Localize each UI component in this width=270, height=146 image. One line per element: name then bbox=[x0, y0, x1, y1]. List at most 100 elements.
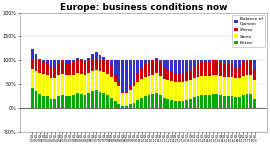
Bar bbox=[38, 73, 41, 94]
Bar bbox=[155, 58, 158, 60]
Bar bbox=[151, 75, 154, 94]
Bar bbox=[238, 60, 241, 78]
Bar bbox=[234, 60, 237, 67]
Bar bbox=[234, 60, 237, 78]
Bar bbox=[129, 105, 131, 108]
Bar bbox=[133, 86, 135, 103]
Bar bbox=[110, 60, 113, 77]
Bar bbox=[193, 60, 196, 67]
Bar bbox=[76, 58, 79, 60]
Bar bbox=[189, 60, 192, 70]
Bar bbox=[102, 93, 105, 108]
Bar bbox=[204, 60, 207, 76]
Bar bbox=[69, 75, 71, 96]
Bar bbox=[144, 60, 147, 77]
Bar bbox=[242, 76, 245, 95]
Bar bbox=[178, 60, 181, 74]
Bar bbox=[136, 100, 139, 108]
Bar bbox=[167, 60, 169, 80]
Bar bbox=[178, 81, 181, 101]
Bar bbox=[80, 60, 83, 74]
Bar bbox=[110, 77, 113, 98]
Bar bbox=[174, 60, 177, 81]
Bar bbox=[31, 60, 34, 69]
Bar bbox=[193, 60, 196, 78]
Bar bbox=[155, 73, 158, 93]
Bar bbox=[234, 78, 237, 97]
Bar bbox=[215, 94, 218, 108]
Bar bbox=[185, 60, 188, 81]
Bar bbox=[72, 60, 75, 61]
Bar bbox=[174, 81, 177, 101]
Bar bbox=[95, 90, 98, 108]
Bar bbox=[204, 60, 207, 62]
Bar bbox=[35, 54, 38, 60]
Bar bbox=[114, 101, 117, 108]
Bar bbox=[148, 60, 150, 76]
Bar bbox=[227, 77, 229, 96]
Bar bbox=[50, 60, 52, 68]
Bar bbox=[227, 60, 229, 64]
Bar bbox=[61, 95, 64, 108]
Bar bbox=[57, 96, 60, 108]
Bar bbox=[136, 60, 139, 74]
Bar bbox=[167, 99, 169, 108]
Bar bbox=[76, 73, 79, 93]
Bar bbox=[151, 94, 154, 108]
Bar bbox=[167, 80, 169, 99]
Bar bbox=[181, 60, 184, 74]
Bar bbox=[57, 60, 60, 63]
Bar bbox=[76, 60, 79, 73]
Bar bbox=[65, 60, 68, 75]
Bar bbox=[246, 94, 248, 108]
Bar bbox=[159, 60, 162, 76]
Bar bbox=[231, 60, 233, 77]
Bar bbox=[185, 100, 188, 108]
Bar bbox=[42, 96, 45, 108]
Bar bbox=[136, 82, 139, 100]
Bar bbox=[136, 60, 139, 82]
Bar bbox=[106, 74, 109, 95]
Bar bbox=[246, 75, 248, 94]
Bar bbox=[144, 96, 147, 108]
Bar bbox=[155, 60, 158, 73]
Bar bbox=[144, 77, 147, 96]
Bar bbox=[117, 86, 120, 104]
Bar bbox=[223, 77, 226, 96]
Bar bbox=[106, 60, 109, 74]
Bar bbox=[99, 92, 102, 108]
Bar bbox=[69, 60, 71, 75]
Bar bbox=[167, 60, 169, 70]
Bar bbox=[163, 79, 166, 98]
Bar bbox=[102, 72, 105, 93]
Bar bbox=[253, 80, 256, 99]
Bar bbox=[159, 60, 162, 62]
Bar bbox=[148, 76, 150, 95]
Bar bbox=[42, 60, 45, 62]
Bar bbox=[80, 94, 83, 108]
Bar bbox=[102, 60, 105, 72]
Bar bbox=[61, 74, 64, 95]
Bar bbox=[170, 81, 173, 100]
Bar bbox=[87, 73, 90, 93]
Bar bbox=[181, 60, 184, 81]
Bar bbox=[129, 90, 131, 105]
Bar bbox=[38, 60, 41, 73]
Bar bbox=[223, 60, 226, 64]
Bar bbox=[253, 99, 256, 108]
Bar bbox=[208, 60, 211, 76]
Bar bbox=[99, 55, 102, 60]
Bar bbox=[42, 60, 45, 74]
Bar bbox=[57, 60, 60, 75]
Bar bbox=[159, 95, 162, 108]
Bar bbox=[208, 76, 211, 95]
Bar bbox=[170, 60, 173, 72]
Bar bbox=[231, 77, 233, 96]
Bar bbox=[72, 75, 75, 95]
Bar bbox=[200, 60, 203, 62]
Bar bbox=[133, 60, 135, 81]
Bar bbox=[102, 57, 105, 60]
Bar bbox=[163, 60, 166, 79]
Bar bbox=[50, 78, 52, 99]
Bar bbox=[193, 97, 196, 108]
